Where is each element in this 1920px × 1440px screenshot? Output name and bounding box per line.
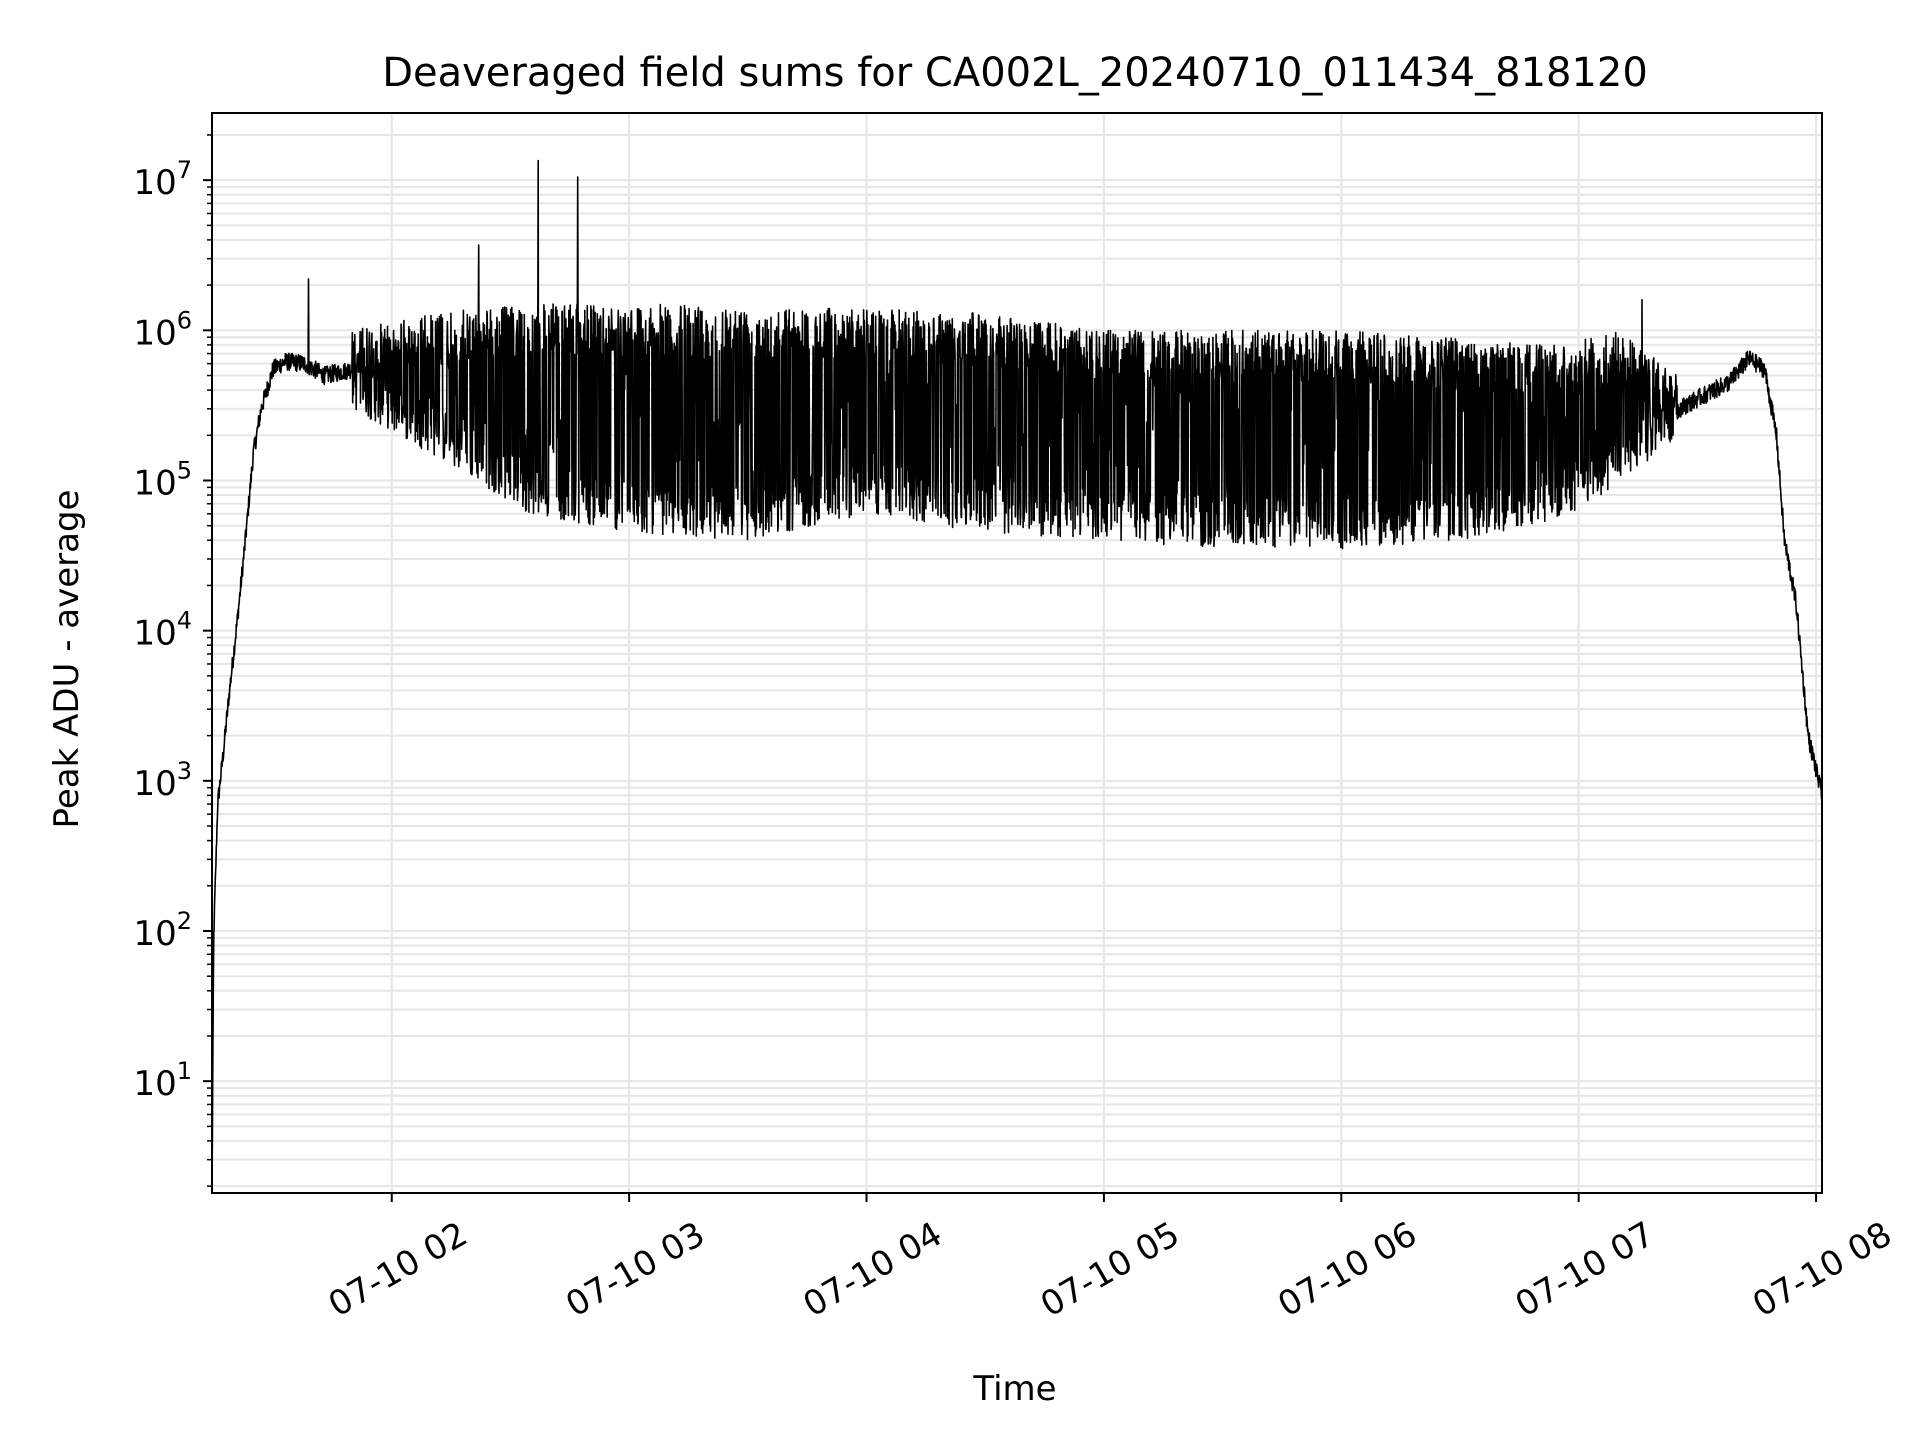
y-tick-label: 102 [133,907,192,954]
series-line [211,159,1823,1184]
x-axis-label: Time [972,1369,1056,1409]
y-axis-label: Peak ADU - average [47,490,87,829]
y-tick-label: 103 [133,757,192,804]
y-tick-label: 104 [133,607,192,654]
series-layer [211,159,1823,1184]
y-tick-label: 106 [133,306,192,353]
y-tick-label: 105 [133,456,192,503]
y-tick-label: 101 [133,1057,192,1104]
y-tick-label: 107 [133,156,192,203]
chart-title: Deaveraged field sums for CA002L_2024071… [382,50,1648,96]
plot-frame [211,112,1823,1194]
